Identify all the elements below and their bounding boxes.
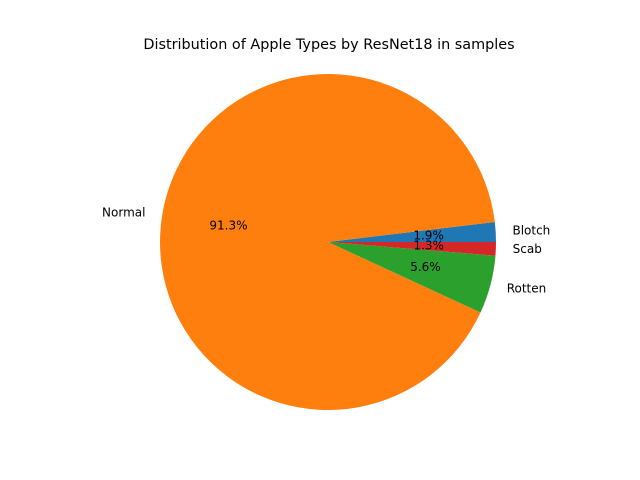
slice-percent-rotten: 5.6%: [410, 260, 441, 274]
chart-title: Distribution of Apple Types by ResNet18 …: [143, 37, 514, 53]
slice-label-normal: Normal: [102, 206, 145, 220]
pie-slices: [160, 73, 496, 410]
pie-slice-rotten: [328, 242, 496, 313]
pie-slice-normal: [160, 73, 495, 410]
slice-percent-scab: 1.3%: [413, 239, 444, 253]
pie-slice-blotch: [328, 222, 496, 242]
slice-label-rotten: Rotten: [507, 282, 547, 296]
slice-percent-normal: 91.3%: [209, 219, 247, 233]
slice-percent-blotch: 1.9%: [413, 228, 444, 242]
pie-slice-scab: [328, 242, 496, 256]
slice-label-scab: Scab: [513, 242, 542, 256]
pie-labels: Blotch 1.9% Normal 91.3% Rotten 5.6% Scab 1.3%: [102, 206, 550, 296]
slice-label-blotch: Blotch: [512, 223, 550, 237]
